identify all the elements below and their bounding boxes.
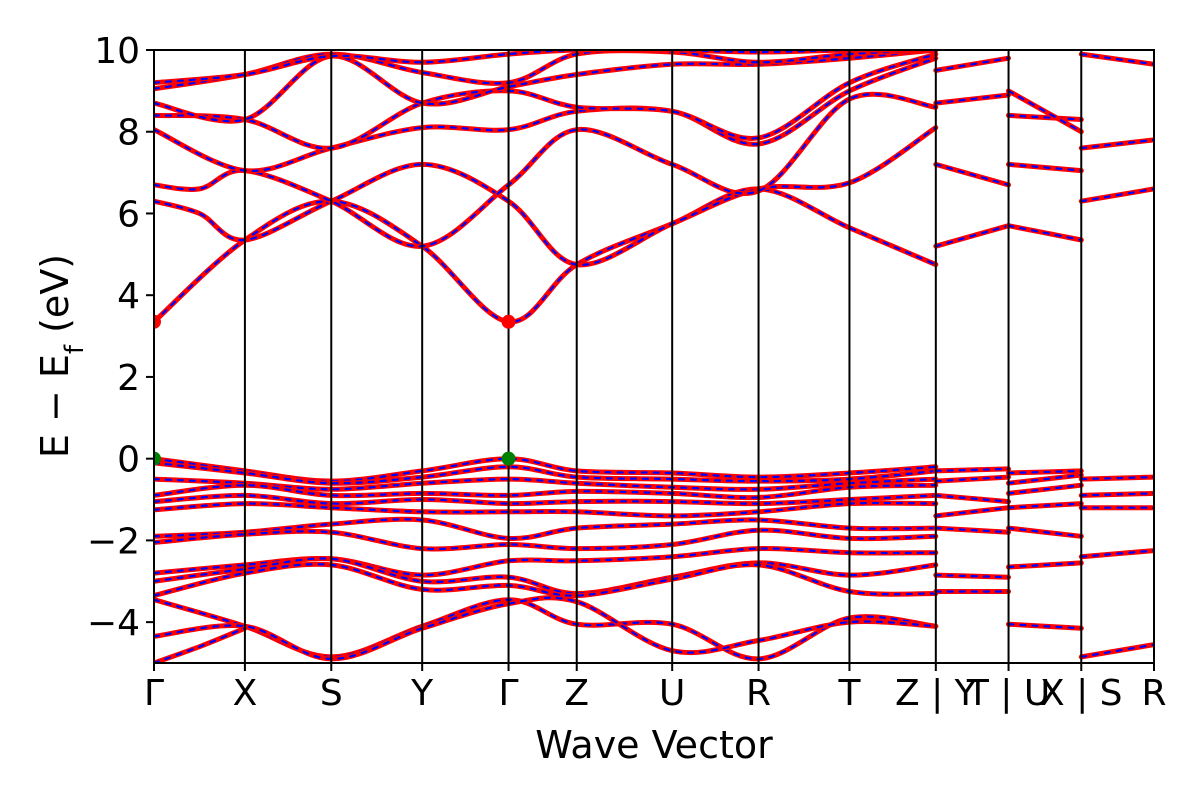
y-tick-label: 2 bbox=[117, 358, 140, 399]
x-tick-label: U bbox=[659, 673, 685, 714]
band-line-spin-down bbox=[1007, 527, 1083, 538]
x-tick-label: Γ bbox=[499, 673, 519, 714]
x-axis-label: Wave Vector bbox=[535, 723, 773, 767]
band-line-spin-down bbox=[1007, 484, 1083, 495]
y-axis-ticks: −4 −2 0 2 4 6 8 10 bbox=[87, 31, 154, 644]
band-line-spin-down bbox=[1080, 53, 1154, 66]
cbm-marker bbox=[501, 314, 516, 329]
band-line-spin-down bbox=[934, 224, 1010, 248]
y-tick-label: −2 bbox=[87, 521, 140, 562]
cbm-marker bbox=[154, 314, 161, 329]
x-tick-label: Y bbox=[410, 673, 434, 714]
kpoint-lines-layer bbox=[243, 50, 1083, 663]
x-axis-ticks: Γ X S Y Γ Z U R T Z | YT | UX | S R bbox=[144, 663, 1167, 714]
band-line-spin-down bbox=[1080, 138, 1154, 150]
band-line-spin-down bbox=[154, 529, 937, 551]
band-line-spin-down bbox=[154, 563, 937, 597]
band-line-spin-down bbox=[1007, 502, 1083, 509]
y-axis-label-unit: (eV) bbox=[33, 254, 77, 345]
y-tick-label: 8 bbox=[117, 113, 140, 154]
y-tick-label: 4 bbox=[117, 276, 140, 317]
x-tick-label: T bbox=[837, 673, 861, 714]
band-line-spin-down bbox=[1080, 476, 1154, 481]
band-line-spin-down bbox=[154, 518, 937, 540]
band-line-spin-down bbox=[934, 163, 1010, 186]
bands-layer bbox=[154, 50, 1154, 663]
band-line-spin-down bbox=[934, 57, 1010, 72]
band-line-spin-down bbox=[1080, 187, 1154, 203]
band-line-spin-down bbox=[1007, 469, 1083, 475]
band-line-spin-down bbox=[154, 57, 937, 172]
band-line-spin-down bbox=[934, 476, 1010, 483]
plot-frame bbox=[153, 49, 1155, 664]
y-tick-label: 0 bbox=[117, 440, 140, 481]
x-tick-label: Z bbox=[564, 673, 589, 714]
band-line-spin-down bbox=[154, 187, 937, 323]
band-line-spin-down bbox=[154, 494, 937, 505]
band-line-spin-down bbox=[934, 574, 1010, 579]
band-line-spin-down bbox=[154, 501, 937, 518]
band-line-spin-down bbox=[154, 50, 937, 123]
y-tick-label: −4 bbox=[87, 603, 140, 644]
y-tick-label: 6 bbox=[117, 194, 140, 235]
band-line-spin-down bbox=[1007, 224, 1083, 242]
x-tick-label: Γ bbox=[144, 673, 164, 714]
band-line-spin-down bbox=[1007, 561, 1083, 569]
band-line-spin-down bbox=[934, 506, 1010, 517]
band-line-spin-down bbox=[154, 627, 246, 663]
x-tick-label: T | U bbox=[966, 673, 1050, 714]
band-line-spin-down bbox=[154, 477, 937, 491]
x-tick-label: S bbox=[320, 673, 343, 714]
x-tick-label: Z | Y bbox=[895, 673, 978, 714]
y-tick-label: 10 bbox=[94, 31, 140, 72]
x-tick-label: R bbox=[746, 673, 771, 714]
band-line-spin-down bbox=[1007, 473, 1083, 485]
band-line-spin-down bbox=[934, 527, 1010, 534]
x-tick-label: R bbox=[1141, 673, 1166, 714]
band-line-spin-down bbox=[934, 467, 1010, 472]
band-line-spin-down bbox=[154, 461, 937, 485]
y-axis-label: E − Ef (eV) bbox=[33, 254, 90, 458]
band-line-spin-down bbox=[154, 50, 937, 84]
band-line-spin-down bbox=[1007, 114, 1083, 121]
band-line-spin-down bbox=[154, 53, 937, 150]
vbm-marker bbox=[154, 451, 161, 466]
band-line-spin-down bbox=[154, 596, 937, 661]
band-line-spin-down bbox=[1007, 163, 1083, 172]
vbm-marker bbox=[501, 451, 516, 466]
band-line-spin-down bbox=[154, 484, 937, 499]
band-line-spin-down bbox=[1080, 492, 1154, 497]
band-line-spin-down bbox=[934, 494, 1010, 503]
band-line-spin-down bbox=[1007, 623, 1083, 630]
y-axis-label-subscript: f bbox=[60, 344, 90, 354]
band-line-spin-down bbox=[1007, 89, 1083, 133]
x-tick-label: X | S bbox=[1040, 673, 1123, 714]
y-axis-label-main: E − E bbox=[33, 354, 77, 458]
band-line-spin-down bbox=[1080, 643, 1154, 658]
x-tick-label: X bbox=[233, 673, 258, 714]
band-line-spin-down bbox=[934, 93, 1010, 105]
band-line-spin-down bbox=[154, 557, 937, 595]
markers-layer bbox=[154, 314, 516, 466]
band-line-spin-down bbox=[1080, 549, 1154, 558]
